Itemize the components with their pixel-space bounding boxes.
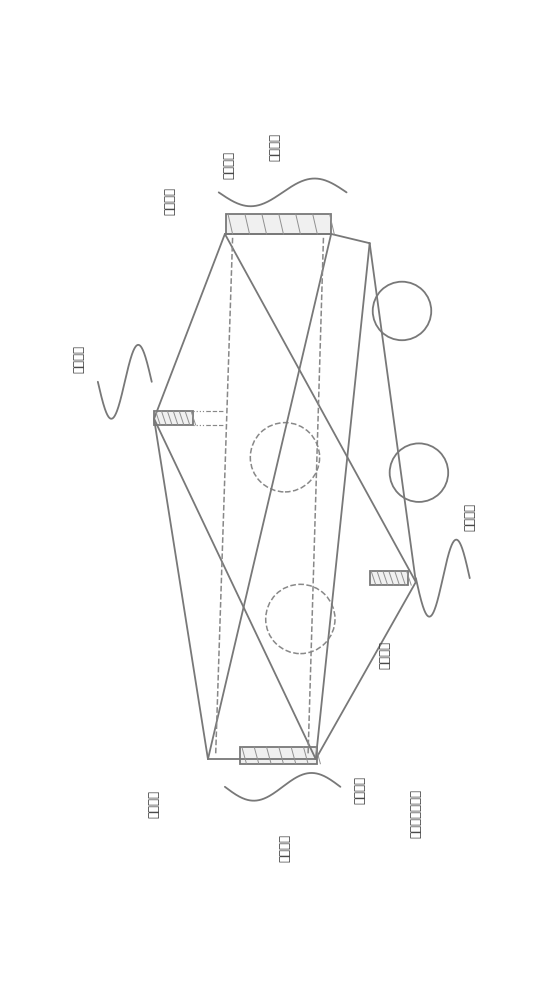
Text: 前面右侧: 前面右侧: [279, 834, 291, 862]
Text: 前面左侧: 前面左侧: [379, 641, 391, 669]
Text: 前面右侧: 前面右侧: [147, 790, 161, 818]
Text: 右面后侧: 右面后侧: [72, 345, 85, 373]
Text: 前面左侧: 前面左侧: [353, 776, 366, 804]
Bar: [370, 571, 408, 585]
Text: 左边前侧: 左边前侧: [463, 503, 476, 531]
Text: 后面右侧: 后面右侧: [163, 187, 176, 215]
Text: 左边后侧: 左边后侧: [269, 133, 281, 161]
Bar: [240, 747, 317, 764]
Text: 硅压力传感器组: 硅压力传感器组: [409, 788, 423, 838]
Bar: [226, 214, 331, 234]
Bar: [154, 411, 192, 425]
Text: 后面左侧: 后面左侧: [222, 151, 235, 179]
